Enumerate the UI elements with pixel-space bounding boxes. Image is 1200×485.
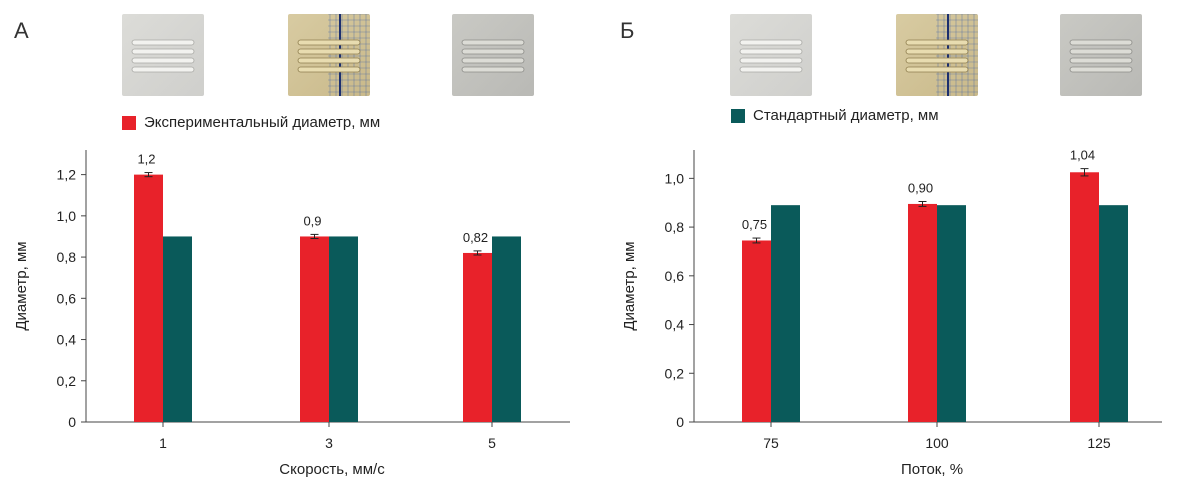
bar-experimental	[463, 252, 492, 422]
y-tick-label: 0	[676, 414, 684, 430]
x-tick-label: 75	[763, 435, 779, 451]
y-axis-label: Диаметр, мм	[13, 241, 30, 330]
x-tick-label: 3	[325, 435, 333, 451]
sample-photo-a1	[122, 14, 204, 96]
bar-experimental	[908, 203, 937, 422]
chart-flow: 0 0,2 0,4 0,6 0,8 1,0 Диаметр, мм 75 100 125 Поток…	[621, 148, 1162, 478]
y-tick-label: 0,4	[665, 317, 685, 333]
legend-experimental: Экспериментальный диаметр, мм	[122, 114, 380, 131]
y-tick-label: 0,8	[665, 219, 685, 235]
data-label: 0,90	[908, 181, 933, 196]
sample-photo-a3	[452, 14, 534, 96]
y-tick-label: 1,0	[57, 208, 77, 224]
legend-label-experimental: Экспериментальный диаметр, мм	[144, 114, 381, 131]
sample-photo-a2	[288, 14, 370, 96]
chart-speed: 0 0,2 0,4 0,6 0,8 1,0 1,2 Диаметр, мм 1 3 5 Скорост…	[13, 150, 570, 478]
y-tick-label: 0,8	[57, 249, 77, 265]
bar-experimental	[300, 236, 329, 422]
data-label: 1,04	[1070, 148, 1095, 163]
sample-photo-b2	[896, 14, 978, 96]
y-axis-label: Диаметр, мм	[621, 241, 638, 330]
legend-swatch-standard	[731, 108, 745, 123]
x-tick-label: 1	[159, 435, 167, 451]
y-tick-label: 0,4	[57, 332, 77, 348]
sample-photo-b1	[730, 14, 812, 96]
x-tick-label: 125	[1087, 435, 1111, 451]
x-tick-label: 5	[488, 435, 496, 451]
bar-standard	[492, 236, 521, 422]
x-axis-label: Поток, %	[901, 461, 963, 478]
data-label: 1,2	[137, 152, 155, 167]
y-tick-label: 0,6	[57, 290, 77, 306]
y-tick-label: 1,0	[665, 170, 685, 186]
panel-letter-a: А	[14, 18, 29, 43]
data-label: 0,75	[742, 217, 767, 232]
data-label: 0,9	[303, 213, 321, 228]
sample-photo-b3	[1060, 14, 1142, 96]
legend-standard: Стандартный диаметр, мм	[731, 107, 939, 124]
bar-standard	[329, 236, 358, 422]
bar-standard	[771, 205, 800, 422]
bar-standard	[937, 205, 966, 422]
y-tick-label: 0	[68, 414, 76, 430]
bar-standard	[1099, 205, 1128, 422]
bar-experimental	[134, 174, 163, 422]
bar-experimental	[742, 240, 771, 422]
legend-swatch-experimental	[122, 115, 136, 130]
panel-letter-b: Б	[620, 18, 635, 43]
y-tick-label: 0,2	[57, 373, 77, 389]
bar-experimental	[1070, 172, 1099, 422]
x-axis-label: Скорость, мм/с	[279, 461, 385, 478]
legend-label-standard: Стандартный диаметр, мм	[753, 107, 939, 124]
y-tick-label: 1,2	[57, 167, 77, 183]
data-label: 0,82	[463, 230, 488, 245]
y-tick-label: 0,2	[665, 365, 685, 381]
x-tick-label: 100	[925, 435, 949, 451]
y-tick-label: 0,6	[665, 268, 685, 284]
bar-standard	[163, 236, 192, 422]
